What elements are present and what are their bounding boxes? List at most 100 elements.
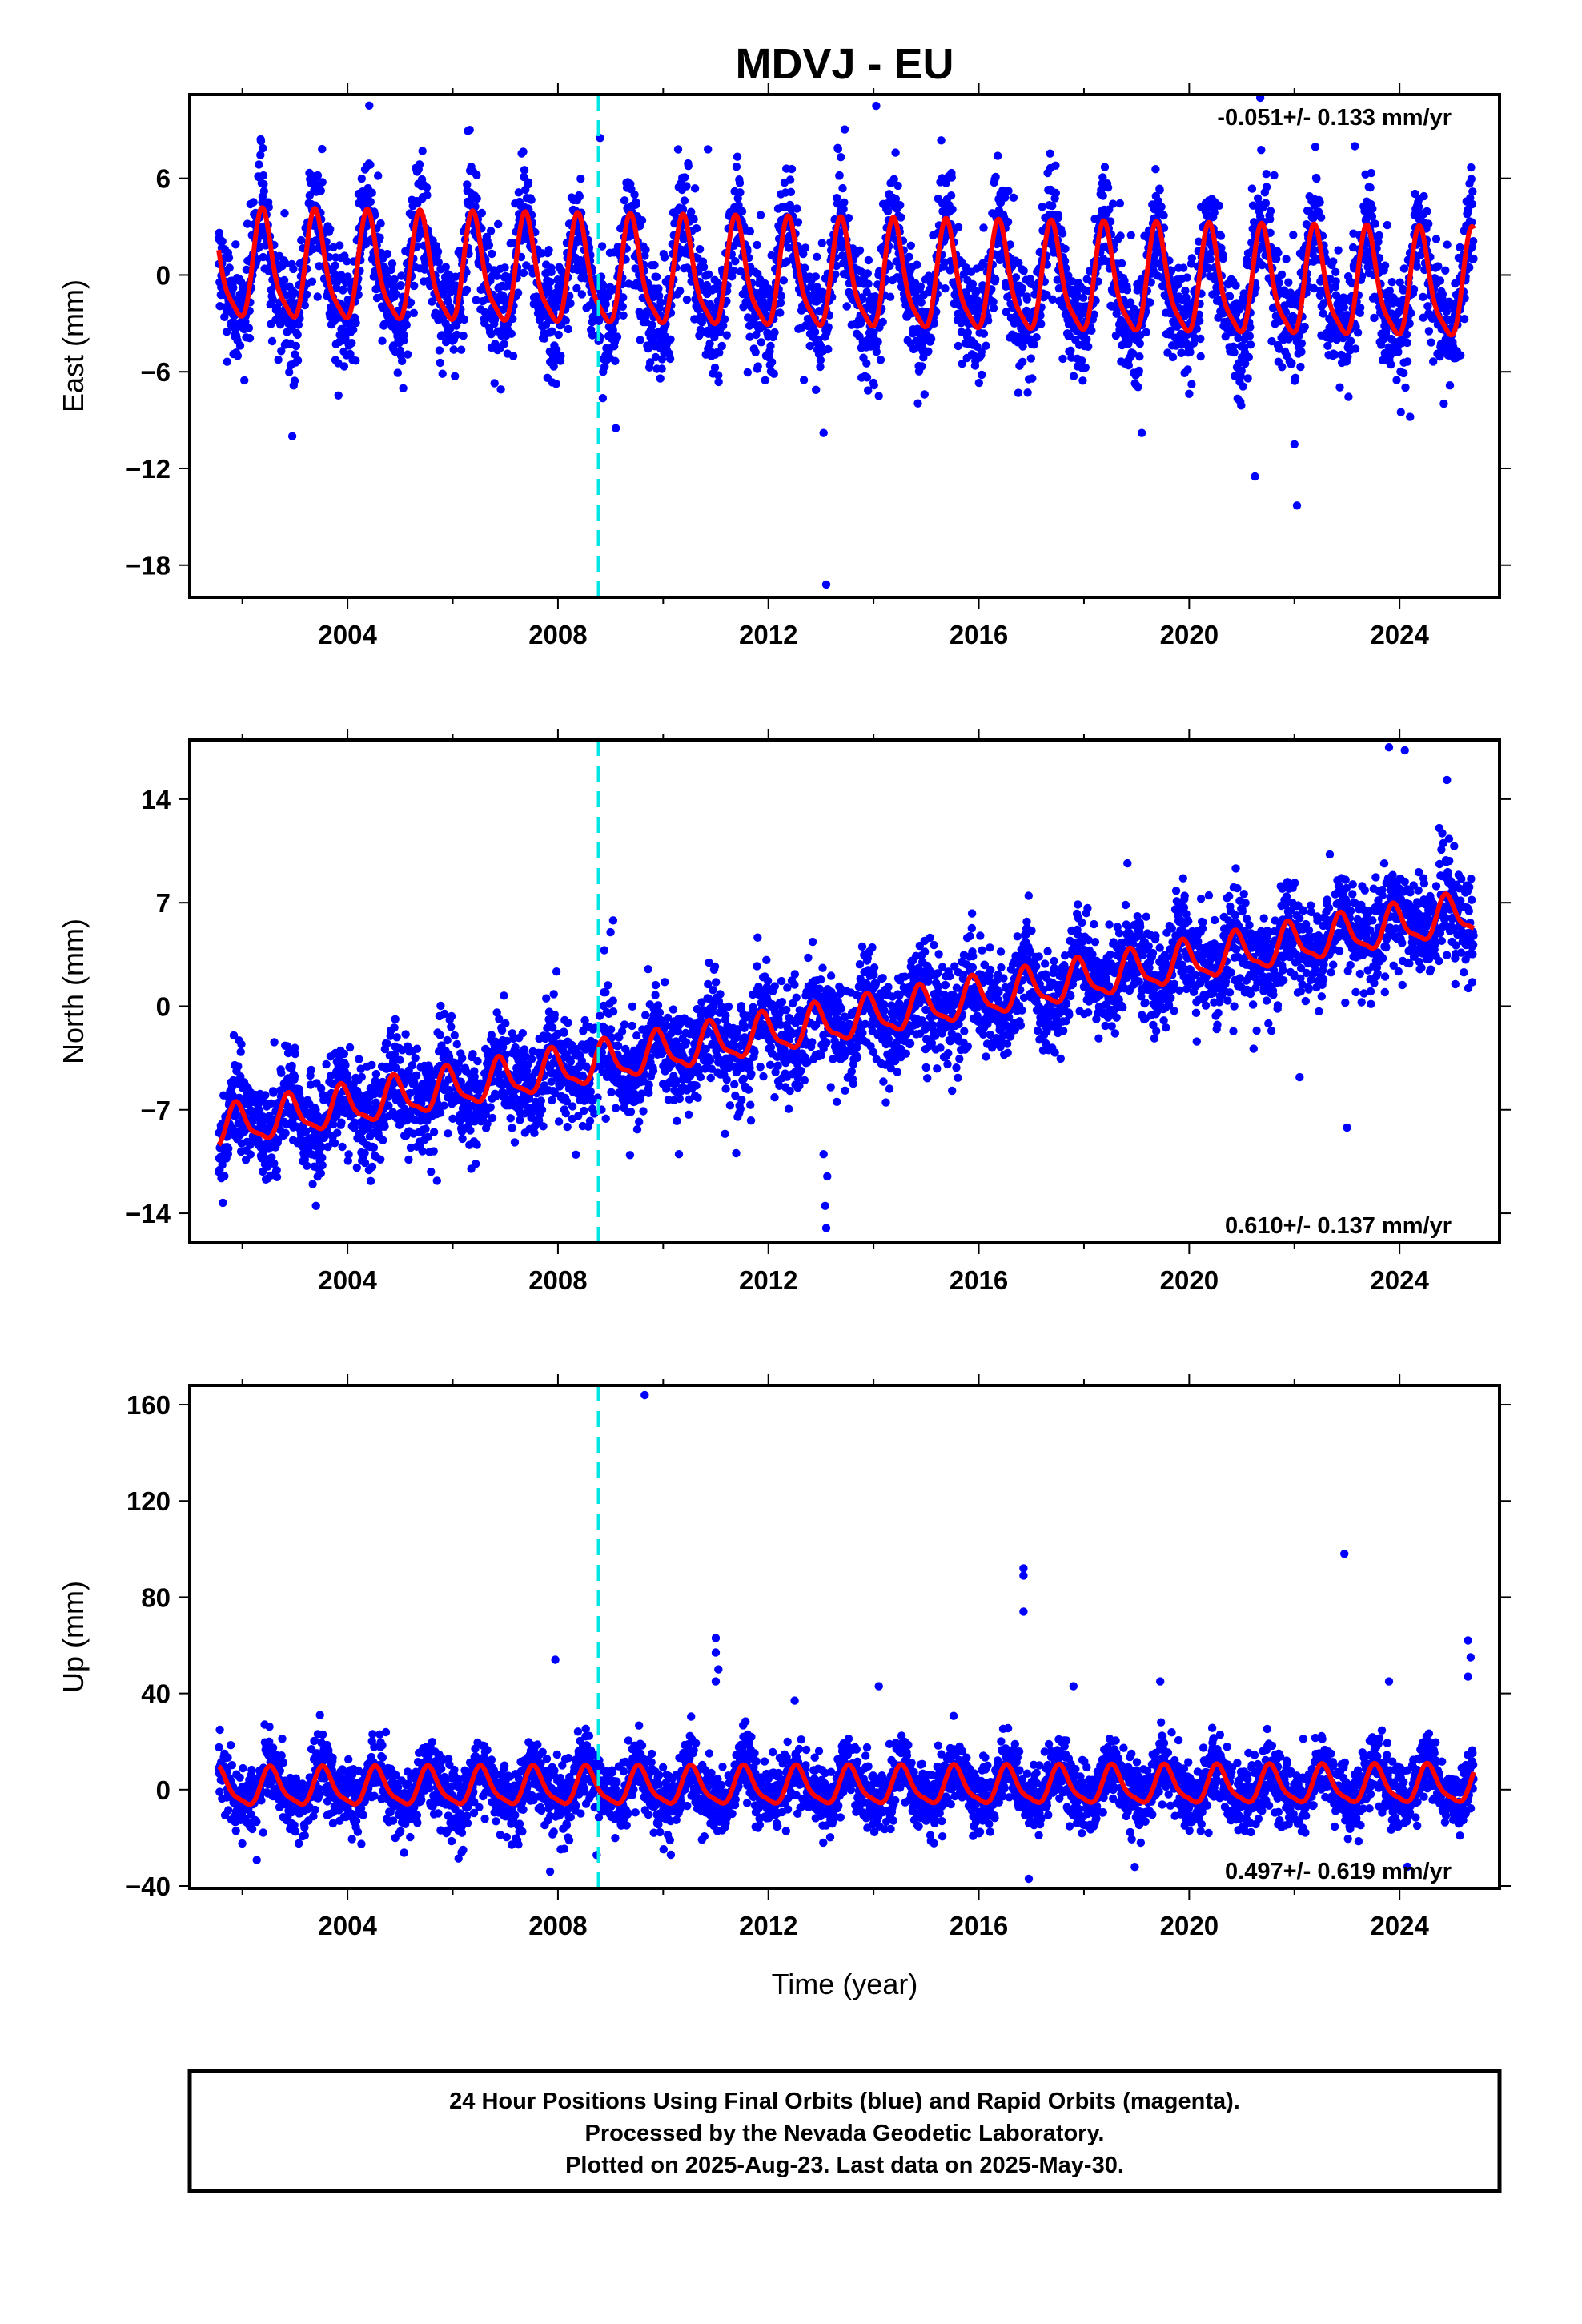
east-data-point (824, 323, 833, 332)
east-data-point (1003, 217, 1013, 227)
east-data-point (989, 304, 998, 312)
east-data-point (1048, 295, 1057, 304)
east-data-point (646, 358, 655, 367)
north-data-point (303, 1161, 311, 1171)
east-data-point (917, 298, 926, 307)
east-data-point (704, 270, 713, 279)
east-data-point (508, 352, 518, 360)
north-data-point (234, 1062, 243, 1071)
east-data-point (268, 295, 277, 304)
east-outlier-point (1406, 412, 1415, 421)
east-data-point (249, 198, 258, 207)
east-data-point (452, 330, 461, 340)
east-data-point (1210, 208, 1219, 217)
north-data-point (412, 1044, 422, 1053)
east-data-point (743, 368, 752, 377)
east-data-point (682, 295, 692, 304)
east-data-point (1183, 365, 1192, 374)
east-outlier-point (1138, 428, 1146, 437)
north-data-point (322, 1059, 331, 1069)
east-data-point (404, 350, 412, 359)
east-data-point (714, 377, 723, 387)
east-data-point (387, 259, 397, 268)
east-data-point (391, 290, 400, 299)
east-rate-label: -0.051+/- 0.133 mm/yr (1217, 105, 1452, 131)
north-data-point (412, 1071, 421, 1080)
east-data-point (343, 257, 351, 266)
east-data-point (1312, 174, 1321, 183)
east-data-point (1159, 211, 1168, 220)
east-data-point (1037, 320, 1046, 328)
north-data-point (338, 1142, 347, 1152)
east-data-point (231, 240, 240, 249)
east-data-point (334, 391, 343, 400)
east-data-point (872, 348, 881, 356)
east-data-point (1335, 383, 1344, 392)
east-data-point (654, 284, 663, 293)
east-data-point (779, 276, 788, 285)
east-data-point (810, 328, 820, 336)
east-data-point (415, 160, 424, 169)
east-data-point (719, 321, 728, 330)
east-data-point (1456, 351, 1465, 360)
east-data-point (259, 143, 267, 153)
north-data-point (429, 1147, 438, 1156)
east-data-point (891, 148, 900, 157)
east-data-point (1187, 254, 1197, 263)
north-data-point (345, 1043, 355, 1052)
east-data-point (460, 315, 469, 324)
east-data-point (863, 269, 873, 278)
east-data-point (313, 292, 322, 301)
east-data-point (508, 314, 517, 324)
east-data-point (396, 281, 405, 290)
east-data-point (383, 249, 392, 259)
east-data-point (402, 320, 411, 329)
east-data-point (1054, 211, 1063, 219)
east-data-point (1026, 354, 1036, 363)
east-data-point (366, 160, 375, 169)
east-data-point (1387, 360, 1395, 369)
east-data-point (1011, 273, 1021, 282)
east-data-point (1134, 383, 1142, 392)
east-data-point (1225, 292, 1235, 301)
east-data-point (527, 195, 536, 204)
east-data-point (913, 260, 921, 269)
north-data-point (308, 1180, 317, 1188)
east-data-point (840, 125, 849, 134)
east-data-point (540, 334, 549, 343)
east-data-point (660, 253, 669, 262)
east-data-point (1266, 207, 1275, 215)
east-data-point (1179, 263, 1188, 272)
east-data-point (259, 171, 268, 180)
east-data-point (1058, 354, 1067, 364)
east-data-point (492, 271, 501, 280)
east-data-point (1103, 183, 1113, 192)
east-data-point (1438, 290, 1447, 299)
east-data-point (1051, 161, 1060, 170)
east-data-point (991, 275, 1000, 283)
east-data-point (1004, 187, 1013, 195)
east-data-point (1297, 348, 1306, 356)
east-data-point (896, 201, 905, 210)
north-data-point (236, 1047, 245, 1056)
east-data-point (690, 184, 700, 193)
east-data-point (1066, 346, 1075, 355)
north-data-point (396, 1055, 404, 1064)
north-data-point (436, 1031, 444, 1039)
east-data-point (753, 362, 762, 371)
east-outlier-point (1292, 501, 1302, 510)
north-data-point (246, 1150, 255, 1159)
east-data-point (1329, 257, 1338, 266)
north-data-point (290, 1072, 299, 1081)
east-data-point (1331, 277, 1340, 286)
east-data-point (1367, 212, 1377, 221)
east-data-point (982, 341, 990, 350)
east-outlier-point (704, 145, 713, 154)
east-data-point (906, 241, 916, 250)
east-outlier-point (1251, 472, 1259, 481)
east-data-point (1445, 381, 1455, 390)
east-data-point (1367, 168, 1376, 178)
east-data-point (731, 257, 740, 266)
east-data-point (1323, 341, 1332, 350)
chart-title: MDVJ - EU (735, 40, 954, 88)
